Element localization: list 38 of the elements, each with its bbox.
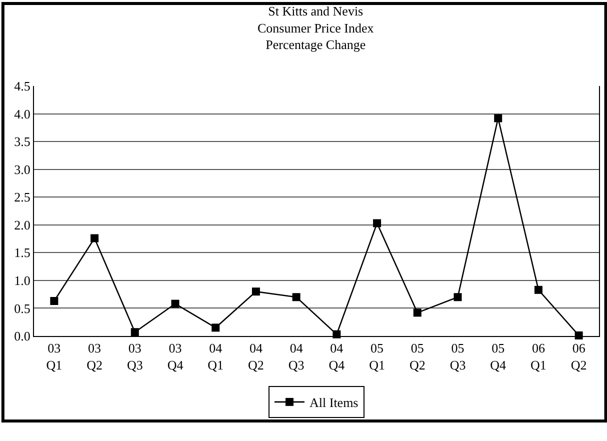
y-tick-label: 0.0 (14, 328, 30, 344)
y-tick-label: 4.0 (14, 106, 30, 122)
x-tick-label: 04 Q1 (208, 340, 224, 372)
x-tick-label: 05 Q1 (369, 340, 385, 372)
x-tick-label: 04 Q2 (248, 340, 264, 372)
x-tick-label: 05 Q2 (409, 340, 426, 372)
point (252, 288, 260, 296)
x-tick-label: 05 Q4 (490, 340, 507, 372)
y-tick-label: 4.5 (14, 78, 30, 94)
x-tick-label: 04 Q4 (328, 340, 346, 372)
y-tick-label: 3.0 (14, 162, 30, 177)
x-tick-label: 03 Q4 (167, 340, 184, 372)
x-tick-label: 04 Q3 (288, 340, 304, 372)
point (50, 297, 58, 305)
chart-title: St Kitts and Nevis Consumer Price Index Percentage Change (258, 3, 374, 52)
y-tick-label: 2.5 (14, 190, 30, 205)
x-tick-label: 03 Q3 (126, 340, 143, 372)
point (130, 328, 139, 336)
point (90, 234, 99, 242)
point (212, 324, 220, 332)
point (454, 293, 462, 302)
y-tick-label: 0.5 (14, 300, 30, 316)
x-tick-label: 06 Q2 (570, 340, 587, 372)
y-tick-label: 1.5 (14, 245, 30, 260)
y-tick-label: 3.5 (14, 134, 30, 150)
x-tick-label: 06 Q1 (530, 340, 546, 372)
point (413, 308, 422, 317)
x-tick-label: 05 Q3 (450, 340, 466, 372)
y-tick-label: 1.0 (14, 272, 30, 288)
y-tick-label: 2.0 (14, 217, 30, 232)
point (171, 300, 180, 308)
point (534, 286, 542, 294)
x-tick-label: 03 Q1 (46, 340, 62, 372)
point (373, 219, 382, 228)
point (292, 293, 300, 302)
point (494, 114, 502, 122)
legend-label: All Items (310, 395, 358, 410)
x-tick-label: 03 Q2 (86, 340, 102, 372)
